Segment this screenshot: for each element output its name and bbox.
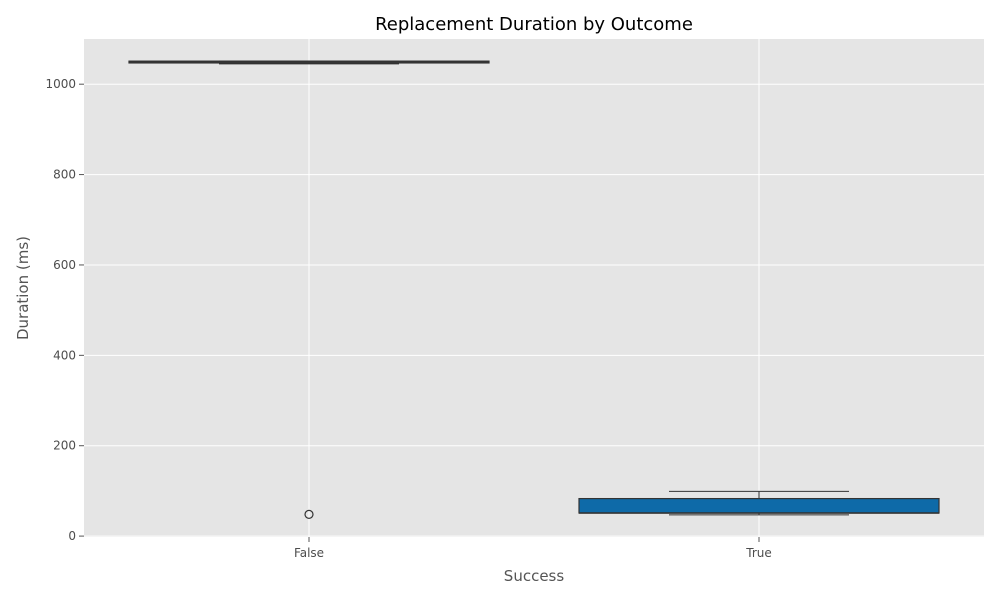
y-tick-label: 400 (53, 348, 76, 362)
x-tick-label: False (294, 546, 324, 560)
chart-title: Replacement Duration by Outcome (375, 14, 693, 35)
y-tick-label: 800 (53, 168, 76, 182)
y-tick-label: 1000 (45, 77, 76, 91)
outlier-point (304, 509, 314, 520)
boxes (128, 60, 940, 520)
x-axis-label: Success (504, 567, 565, 585)
plot-area (84, 39, 984, 537)
grid-lines (84, 39, 984, 537)
box-group-false (128, 60, 490, 520)
box-group-true (578, 490, 940, 516)
box-iqr (578, 497, 940, 514)
y-tick-label: 0 (68, 529, 76, 543)
y-tick-label: 200 (53, 439, 76, 453)
y-axis-label: Duration (ms) (14, 236, 32, 340)
axis-ticks: 0 200 400 600 800 1000 False True (45, 77, 771, 560)
y-tick-label: 600 (53, 258, 76, 272)
x-tick-label: True (745, 546, 772, 560)
